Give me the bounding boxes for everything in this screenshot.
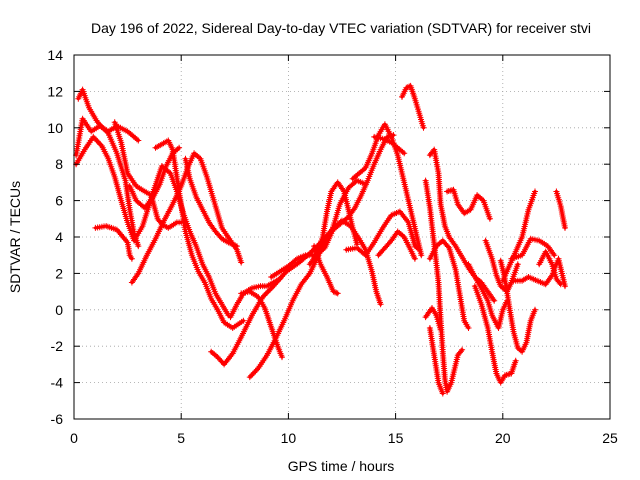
- series-sat-28: [465, 261, 511, 331]
- series-plus-markers: [553, 188, 568, 231]
- y-tick-label: -6: [51, 411, 64, 427]
- x-tick-label: 10: [281, 430, 297, 446]
- series-sat-30: [482, 237, 521, 295]
- series-plus-markers: [306, 179, 360, 268]
- series-sat-33: [510, 255, 568, 290]
- series-sat-36: [553, 188, 568, 231]
- series-plus-markers: [422, 177, 466, 395]
- series-sat-15: [306, 179, 360, 268]
- series-plus-markers: [399, 82, 427, 131]
- series-plus-markers: [510, 255, 568, 290]
- chart-title: Day 196 of 2022, Sidereal Day-to-day VTE…: [91, 20, 591, 36]
- series-plus-markers: [444, 186, 493, 222]
- series-layer: [73, 82, 568, 397]
- y-axis-label: SDTVAR / TECUs: [7, 181, 23, 293]
- series-plus-markers: [343, 208, 423, 259]
- series-sat-35: [536, 248, 564, 288]
- series-plus-markers: [465, 261, 511, 331]
- series-sat-04: [92, 223, 135, 262]
- axis-layer: 0 5 10 15 20 25 -6 -4 -2 0 2 4 6 8 10 12 14: [47, 47, 618, 446]
- series-plus-markers: [426, 237, 472, 331]
- series-plus-markers: [311, 243, 341, 297]
- y-tick-label: 8: [55, 156, 63, 172]
- series-sat-13: [238, 288, 285, 361]
- series-sat-27: [444, 186, 493, 222]
- y-tick-label: 4: [55, 229, 63, 245]
- series-sat-19: [375, 228, 418, 262]
- series-plus-markers: [508, 235, 558, 262]
- series-plus-markers: [426, 325, 446, 397]
- series-plus-markers: [128, 150, 245, 286]
- y-tick-label: 0: [55, 302, 63, 318]
- x-tick-label: 25: [602, 430, 618, 446]
- y-tick-label: 14: [47, 47, 63, 63]
- series-sat-20: [371, 133, 408, 157]
- series-plus-markers: [499, 188, 538, 284]
- x-tick-label: 20: [495, 430, 511, 446]
- series-plus-markers: [246, 132, 397, 381]
- series-sat-24: [426, 325, 446, 397]
- series-sat-32: [499, 188, 538, 284]
- series-sat-31: [497, 257, 538, 355]
- series-sat-16: [311, 243, 341, 297]
- series-sat-08: [152, 137, 247, 331]
- series-sat-18: [343, 208, 423, 259]
- series-plus-markers: [182, 155, 240, 250]
- y-tick-label: -2: [51, 338, 64, 354]
- x-tick-label: 5: [177, 430, 185, 446]
- series-track: [153, 138, 245, 330]
- series-sat-23: [422, 177, 466, 395]
- y-tick-label: 2: [55, 265, 63, 281]
- series-plus-markers: [238, 288, 285, 361]
- x-tick-label: 0: [70, 430, 78, 446]
- y-tick-label: 6: [55, 193, 63, 209]
- series-plus-markers: [75, 86, 142, 250]
- y-tick-label: -4: [51, 375, 64, 391]
- series-sat-06: [111, 119, 185, 231]
- x-axis-label: GPS time / hours: [288, 458, 395, 474]
- series-plus-markers: [152, 137, 247, 331]
- series-plus-markers: [536, 248, 564, 288]
- series-plus-markers: [92, 223, 135, 262]
- y-tick-label: 12: [47, 83, 63, 99]
- series-sat-34: [508, 235, 558, 262]
- series-plus-markers: [371, 133, 408, 157]
- series-sat-21: [399, 82, 427, 131]
- series-sat-12: [246, 132, 397, 381]
- series-plus-markers: [375, 228, 418, 262]
- series-plus-markers: [111, 119, 185, 231]
- series-sat-26: [426, 237, 472, 331]
- series-sat-09: [182, 155, 240, 250]
- y-tick-label: 10: [47, 120, 63, 136]
- series-sat-02: [75, 86, 142, 250]
- series-sat-07: [128, 150, 245, 286]
- series-plus-markers: [471, 283, 519, 386]
- x-tick-label: 15: [388, 430, 404, 446]
- series-sat-29: [471, 283, 519, 386]
